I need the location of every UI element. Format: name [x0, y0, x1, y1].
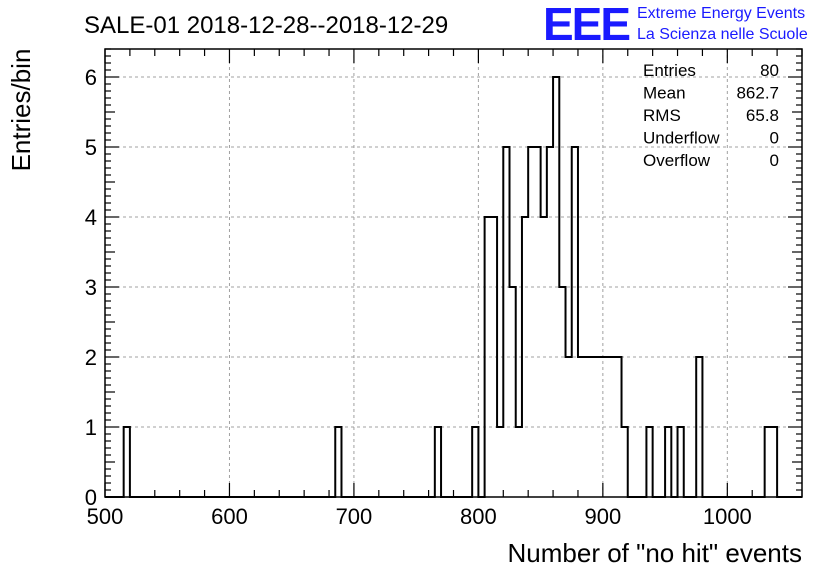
stat-label: Overflow — [643, 151, 711, 170]
x-tick-label: 500 — [87, 504, 124, 529]
eee-logo-letters: EEE — [543, 0, 629, 50]
stat-value: 65.8 — [746, 106, 779, 125]
grid-lines — [105, 49, 802, 497]
stat-value: 862.7 — [736, 84, 779, 103]
y-tick-label: 4 — [85, 205, 97, 230]
x-tick-label: 600 — [211, 504, 248, 529]
y-tick-label: 6 — [85, 65, 97, 90]
y-tick-label: 3 — [85, 275, 97, 300]
axis-ticks — [104, 48, 803, 498]
stat-value: 0 — [770, 129, 779, 148]
stats-box: Entries 80 Mean 862.7 RMS 65.8 Underflow 0 Overf… — [643, 61, 779, 170]
stat-value: 80 — [760, 61, 779, 80]
stat-label: Mean — [643, 84, 686, 103]
x-tick-label: 800 — [460, 504, 497, 529]
y-axis-label: Entries/bin — [6, 49, 36, 172]
y-tick-label: 5 — [85, 135, 97, 160]
axis-tick-labels: 500 600 700 800 900 1000 0 1 2 3 4 5 6 — [85, 65, 752, 529]
eee-logo-line1: Extreme Energy Events — [637, 5, 805, 22]
stat-label: Entries — [643, 61, 696, 80]
y-tick-label: 2 — [85, 345, 97, 370]
x-tick-label: 1000 — [703, 504, 752, 529]
stat-label: RMS — [643, 106, 681, 125]
stat-label: Underflow — [643, 129, 720, 148]
plot-frame — [104, 48, 803, 498]
x-tick-label: 700 — [336, 504, 373, 529]
chart-title: SALE-01 2018-12-28--2018-12-29 — [84, 12, 448, 39]
y-tick-label: 0 — [85, 485, 97, 510]
stat-value: 0 — [770, 151, 779, 170]
eee-logo: EEE Extreme Energy Events La Scienza nel… — [543, 0, 808, 50]
x-axis-label: Number of "no hit" events — [508, 538, 803, 568]
eee-logo-line2: La Scienza nelle Scuole — [637, 26, 808, 43]
y-tick-label: 1 — [85, 415, 97, 440]
histogram-outline — [105, 76, 802, 498]
x-tick-label: 900 — [584, 504, 621, 529]
